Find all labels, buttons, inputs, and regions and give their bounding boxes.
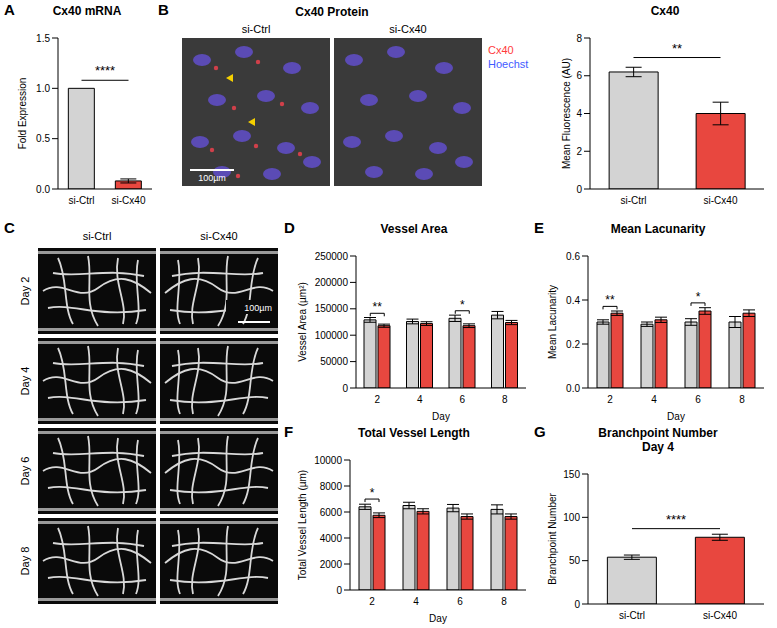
svg-text:si-Ctrl: si-Ctrl — [242, 23, 271, 35]
svg-text:0.4: 0.4 — [566, 295, 580, 306]
svg-text:150000: 150000 — [315, 303, 349, 314]
svg-text:0: 0 — [576, 184, 582, 195]
svg-text:Vessel Area (µm²): Vessel Area (µm²) — [297, 282, 308, 362]
svg-text:4: 4 — [576, 108, 582, 119]
svg-text:100µm: 100µm — [198, 173, 226, 183]
html-text:D: D — [284, 219, 295, 236]
svg-text:6: 6 — [457, 596, 463, 607]
svg-text:*: * — [370, 486, 375, 500]
html-text:F: F — [284, 423, 294, 440]
svg-text:150: 150 — [563, 469, 580, 480]
svg-text:200000: 200000 — [315, 277, 349, 288]
svg-text:Total Vessel Length (µm): Total Vessel Length (µm) — [297, 470, 308, 580]
svg-text:6: 6 — [459, 394, 465, 405]
svg-text:8: 8 — [576, 33, 582, 44]
svg-text:0.0: 0.0 — [36, 184, 50, 195]
svg-text:****: **** — [95, 63, 115, 78]
svg-text:Cx40: Cx40 — [488, 44, 514, 56]
svg-text:si-Cx40: si-Cx40 — [112, 195, 146, 206]
svg-text:si-Cx40: si-Cx40 — [704, 195, 738, 206]
svg-text:Day: Day — [432, 411, 450, 422]
svg-text:8: 8 — [502, 394, 508, 405]
svg-text:0: 0 — [336, 585, 342, 596]
html-text:Total Vessel Length: Total Vessel Length — [358, 426, 470, 440]
svg-text:Day: Day — [429, 613, 447, 624]
svg-text:Mean Fluorescence (AU): Mean Fluorescence (AU) — [561, 58, 572, 169]
svg-text:1.0: 1.0 — [36, 83, 50, 94]
svg-text:si-Ctrl: si-Ctrl — [619, 610, 645, 621]
svg-text:**: ** — [605, 293, 615, 307]
html-text:Mean Lacunarity: Mean Lacunarity — [610, 222, 706, 236]
html-text:Cx40: Cx40 — [650, 4, 680, 18]
svg-text:Day 4: Day 4 — [19, 367, 31, 396]
svg-text:0.2: 0.2 — [566, 339, 580, 350]
svg-text:Day 8: Day 8 — [19, 547, 31, 576]
svg-text:2: 2 — [374, 394, 380, 405]
svg-text:0.6: 0.6 — [566, 251, 580, 262]
svg-text:**: ** — [373, 300, 383, 314]
html-text:Day 4: Day 4 — [642, 440, 674, 454]
svg-text:0: 0 — [574, 599, 580, 610]
svg-text:250000: 250000 — [315, 251, 349, 262]
svg-text:1.5: 1.5 — [36, 33, 50, 44]
svg-text:Day 2: Day 2 — [19, 277, 31, 306]
svg-text:100: 100 — [563, 512, 580, 523]
svg-text:8: 8 — [501, 596, 507, 607]
html-text:G: G — [534, 423, 546, 440]
svg-text:2: 2 — [607, 394, 613, 405]
html-text:Cx40 mRNA: Cx40 mRNA — [52, 4, 122, 18]
svg-text:100µm: 100µm — [244, 303, 272, 313]
svg-text:2: 2 — [369, 596, 375, 607]
html-text:B: B — [158, 1, 169, 18]
svg-text:4: 4 — [651, 394, 657, 405]
svg-text:4: 4 — [413, 596, 419, 607]
svg-text:Cx40 Protein: Cx40 Protein — [295, 5, 368, 19]
svg-text:Day 6: Day 6 — [19, 457, 31, 486]
svg-text:*: * — [460, 298, 465, 312]
svg-text:si-Ctrl: si-Ctrl — [620, 195, 646, 206]
svg-text:0.5: 0.5 — [36, 133, 50, 144]
svg-text:Mean Lacunarity: Mean Lacunarity — [547, 285, 558, 359]
svg-text:50: 50 — [569, 555, 581, 566]
svg-text:si-Ctrl: si-Ctrl — [68, 195, 94, 206]
svg-text:Fold Expression: Fold Expression — [17, 78, 28, 150]
svg-text:8000: 8000 — [320, 481, 343, 492]
svg-text:0.0: 0.0 — [566, 383, 580, 394]
svg-text:si-Cx40: si-Cx40 — [200, 230, 237, 242]
svg-text:*: * — [696, 290, 701, 304]
svg-text:2: 2 — [576, 146, 582, 157]
svg-text:**: ** — [672, 41, 682, 56]
svg-text:si-Ctrl: si-Ctrl — [83, 230, 112, 242]
svg-text:6: 6 — [695, 394, 701, 405]
svg-text:si-Cx40: si-Cx40 — [703, 610, 737, 621]
svg-text:6000: 6000 — [320, 507, 343, 518]
svg-text:Day: Day — [667, 411, 685, 422]
svg-text:10000: 10000 — [314, 455, 342, 466]
svg-text:2000: 2000 — [320, 559, 343, 570]
svg-text:50000: 50000 — [320, 356, 348, 367]
html-text:C: C — [4, 219, 15, 236]
svg-text:100000: 100000 — [315, 330, 349, 341]
html-text:Branchpoint Number: Branchpoint Number — [598, 426, 718, 440]
svg-text:0: 0 — [342, 383, 348, 394]
html-text:Vessel Area: Vessel Area — [380, 222, 448, 236]
svg-text:Branchpoint Number: Branchpoint Number — [547, 492, 558, 584]
svg-text:4: 4 — [417, 394, 423, 405]
svg-text:si-Cx40: si-Cx40 — [389, 23, 426, 35]
svg-text:6: 6 — [576, 70, 582, 81]
svg-text:****: **** — [666, 512, 686, 527]
html-text:E: E — [534, 219, 544, 236]
svg-text:8: 8 — [739, 394, 745, 405]
svg-text:4000: 4000 — [320, 533, 343, 544]
svg-text:Hoechst: Hoechst — [488, 58, 528, 70]
html-text:A: A — [4, 1, 15, 18]
